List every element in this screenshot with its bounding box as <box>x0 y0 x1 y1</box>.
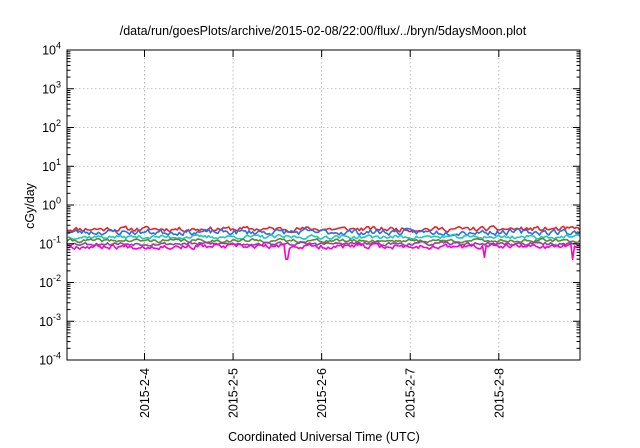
x-axis-label: Coordinated Universal Time (UTC) <box>228 430 420 444</box>
x-tick-label: 2015-2-6 <box>315 368 329 418</box>
ticks-layer <box>67 49 580 361</box>
series-line <box>66 233 581 241</box>
series-layer <box>66 225 581 261</box>
y-tick-label: 10-4 <box>39 351 61 368</box>
series-line <box>66 242 581 261</box>
y-tick-label: 104 <box>42 41 61 58</box>
chart-title: /data/run/goesPlots/archive/2015-02-08/2… <box>120 24 527 38</box>
labels-layer: 10-4 10-3 10-2 10-1 100 101 102 103 104 2015-2-4 2… <box>39 41 506 419</box>
series-line <box>67 227 581 237</box>
y-tick-label: 10-2 <box>39 273 61 290</box>
y-tick-label: 10-3 <box>39 312 61 329</box>
y-tick-label: 103 <box>42 79 61 96</box>
y-tick-label: 10-1 <box>39 234 61 251</box>
x-tick-label: 2015-2-4 <box>138 368 152 418</box>
series-line <box>66 240 581 247</box>
y-tick-label: 101 <box>42 157 61 174</box>
x-tick-label: 2015-2-5 <box>227 368 241 418</box>
y-tick-label: 100 <box>42 196 61 213</box>
y-tick-label: 102 <box>42 118 61 135</box>
y-axis-label: cGy/day <box>23 182 37 229</box>
grid-layer <box>67 50 580 360</box>
x-tick-label: 2015-2-7 <box>404 368 418 418</box>
x-tick-label: 2015-2-8 <box>492 368 506 418</box>
series-line <box>66 237 581 244</box>
